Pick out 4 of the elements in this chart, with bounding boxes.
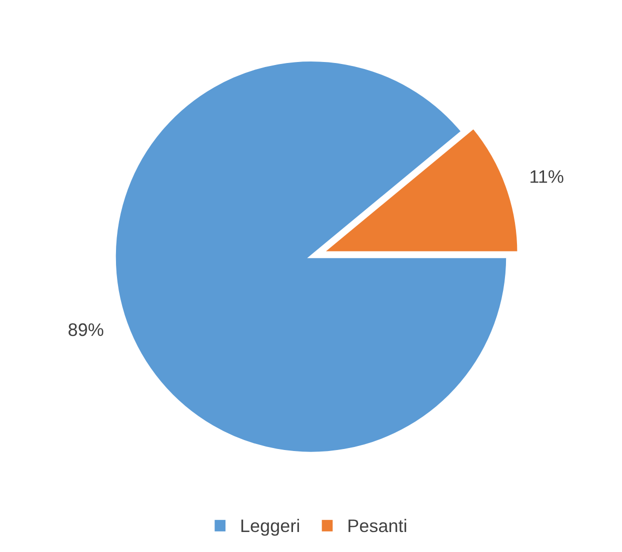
legend-label: Leggeri: [241, 518, 299, 536]
data-label: 11%: [530, 170, 564, 183]
legend-label: Pesanti: [348, 518, 406, 532]
data-label: 89%: [68, 323, 104, 336]
